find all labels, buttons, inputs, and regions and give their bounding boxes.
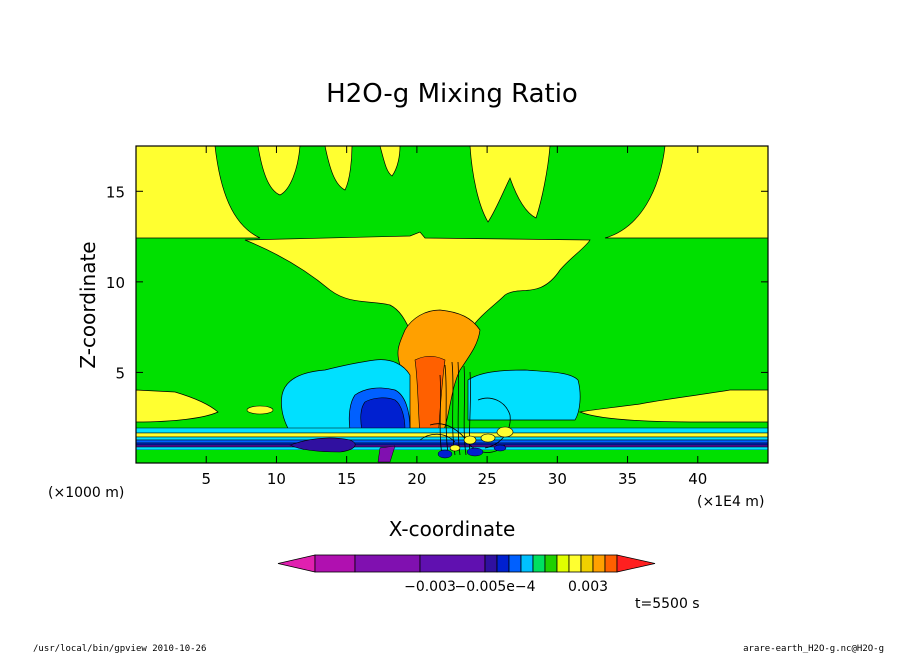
colorbar-label: 0.003 xyxy=(568,579,608,595)
x-tick-label: 15 xyxy=(337,470,356,488)
x-tick-label: 5 xyxy=(201,470,211,488)
y-tick-label: 15 xyxy=(106,183,125,201)
lower-left-band xyxy=(136,389,219,423)
plot-frame xyxy=(135,145,769,464)
x-tick-label: 30 xyxy=(548,470,567,488)
colorbar-box xyxy=(508,554,522,573)
x-tick-label: 40 xyxy=(688,470,707,488)
y-axis: 5 10 15 xyxy=(106,183,768,382)
colorbar-box xyxy=(419,554,486,573)
colorbar-label: −0.005e−4 xyxy=(454,579,535,595)
colorbar-box xyxy=(592,554,606,573)
colorbar-box xyxy=(556,554,570,573)
chart-title: H2O-g Mixing Ratio xyxy=(326,79,578,109)
cyan-right xyxy=(467,369,581,421)
footer-left: /usr/local/bin/gpview 2010-10-26 xyxy=(33,644,206,654)
x-axis-label: X-coordinate xyxy=(389,517,516,541)
x-axis: 5 10 15 20 25 30 35 40 xyxy=(201,146,707,488)
time-annotation: t=5500 s xyxy=(635,596,700,612)
colorbar xyxy=(277,554,656,573)
x-tick-label: 25 xyxy=(478,470,497,488)
colorbar-box xyxy=(604,554,618,573)
colorbar-box xyxy=(544,554,558,573)
contour-field xyxy=(136,146,768,463)
y-tick-label: 5 xyxy=(115,364,125,382)
colorbar-box xyxy=(532,554,546,573)
colorbar-labels: −0.003−0.005e−4 0.003 xyxy=(404,579,608,595)
x-unit-left: (×1000 m) xyxy=(48,485,124,501)
colorbar-label: −0.003 xyxy=(404,579,456,595)
upper-right-band xyxy=(604,146,768,239)
colorbar-box xyxy=(314,554,356,573)
colorbar-box xyxy=(496,554,510,573)
y-axis-label: Z-coordinate xyxy=(76,241,100,368)
x-tick-label: 35 xyxy=(618,470,637,488)
x-tick-label: 20 xyxy=(407,470,426,488)
colorbar-arrow-left xyxy=(277,554,316,573)
x-tick-label: 10 xyxy=(267,470,286,488)
colorbar-box xyxy=(484,554,498,573)
upper-left-band xyxy=(136,146,261,239)
footer-right: arare-earth_H2O-g.nc@H2O-g xyxy=(743,644,884,654)
y-tick-label: 10 xyxy=(106,274,125,292)
colorbar-box xyxy=(568,554,582,573)
colorbar-box xyxy=(354,554,421,573)
colorbar-box xyxy=(580,554,594,573)
lower-right-band xyxy=(578,389,768,423)
colorbar-box xyxy=(520,554,534,573)
x-unit-right: (×1E4 m) xyxy=(697,494,764,510)
colorbar-arrow-right xyxy=(616,554,656,573)
